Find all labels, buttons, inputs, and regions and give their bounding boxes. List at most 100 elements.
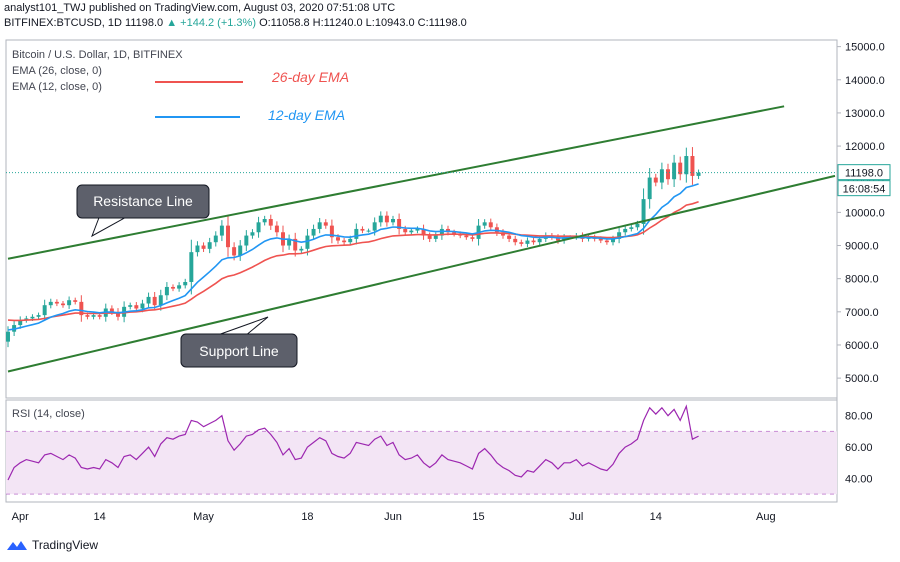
candle-body [116, 311, 120, 317]
candle-body [653, 177, 658, 183]
price-pane [5, 39, 838, 399]
candle-body [623, 228, 628, 233]
candle-body [433, 235, 438, 239]
candle-body [604, 240, 609, 243]
candle-body [629, 227, 634, 229]
price-tick-label: 7000.0 [845, 307, 879, 319]
countdown-badge: 16:08:54 [837, 180, 891, 197]
resistance-callout-text: Resistance Line [93, 193, 193, 209]
candle-body [30, 316, 35, 319]
candle-body [690, 156, 695, 176]
candle-body [397, 219, 402, 229]
footer-brand: TradingView [32, 538, 99, 552]
candle-body [666, 169, 670, 180]
candle-body [6, 331, 10, 342]
time-tick-label: Apr [12, 511, 29, 523]
candle-body [250, 232, 255, 236]
ema12-annotation: 12-day EMA [268, 107, 345, 123]
candle-body [317, 222, 322, 229]
candle-body [470, 237, 475, 239]
candle-body [36, 315, 41, 317]
resistance-trendline[interactable] [7, 105, 785, 260]
legend-ema26: EMA (26, close, 0) [12, 65, 102, 77]
candle-body [684, 156, 689, 175]
time-tick-label: May [193, 511, 214, 523]
legend-rsi: RSI (14, close) [12, 408, 85, 420]
candle-body [171, 286, 175, 289]
support-trendline[interactable] [7, 174, 836, 373]
support-callout-text: Support Line [199, 343, 279, 359]
time-tick-label: 14 [94, 511, 106, 523]
candle-body [403, 228, 408, 233]
candle-body [91, 315, 96, 317]
price-tick-label: 12000.0 [845, 141, 885, 153]
candle-body [659, 169, 664, 183]
candle-body [507, 235, 512, 239]
candle-body [256, 222, 261, 233]
candle-body [384, 215, 389, 223]
candle-body [262, 219, 267, 223]
candle-body [696, 172, 701, 176]
candle-body [611, 238, 615, 243]
time-tick-label: 18 [301, 511, 313, 523]
candle-body [427, 235, 432, 239]
candle-body [305, 235, 310, 249]
price-tick-label: 5000.0 [845, 373, 879, 385]
candle-body [213, 235, 218, 243]
candle-body [336, 237, 340, 241]
candle-body [513, 238, 518, 243]
candle-body [293, 238, 298, 251]
resistance-callout: Resistance Line [76, 184, 210, 238]
candle-body [329, 225, 334, 238]
candle-body [311, 228, 316, 236]
candle-body [73, 300, 78, 302]
tradingview-logo-icon [7, 541, 27, 550]
candle-body [226, 225, 230, 248]
price-tick-label: 9000.0 [845, 241, 879, 253]
rsi-tick-label: 80.00 [845, 411, 873, 423]
price-badge-text: 11198.0 [845, 168, 883, 180]
candle-body [409, 230, 414, 233]
candle-body [274, 225, 279, 233]
candle-body [109, 308, 114, 312]
time-tick-label: 15 [472, 511, 484, 523]
candle-body [24, 318, 29, 321]
candle-body [140, 303, 145, 309]
candle-body [360, 228, 365, 231]
symbol-price: BITFINEX:BTCUSD, 1D 11198.0 [4, 17, 164, 29]
candle-body [556, 237, 560, 241]
candle-body [531, 240, 536, 243]
candle-body [482, 222, 487, 226]
candle-body [348, 238, 353, 243]
candle-body [207, 242, 212, 249]
countdown-badge-text: 16:08:54 [843, 184, 886, 196]
candle-body [219, 225, 224, 236]
price-tick-label: 10000.0 [845, 207, 885, 219]
candle-body [146, 296, 151, 304]
candle-body [287, 238, 292, 246]
candle-body [97, 315, 102, 317]
candle-body [372, 222, 377, 231]
ema12-line [7, 183, 699, 331]
rsi-tick-label: 40.00 [845, 473, 873, 485]
candle-body [164, 286, 169, 296]
publish-info-text: analyst101_TWJ published on TradingView.… [4, 2, 396, 14]
candle-body [439, 228, 444, 236]
candle-body [464, 235, 469, 238]
candle-body [391, 219, 395, 223]
footer: TradingView [6, 538, 98, 552]
candle-body [519, 242, 524, 244]
candle-body [635, 223, 640, 228]
candle-body [54, 301, 59, 304]
candle-body [452, 232, 457, 234]
price-axis: 5000.06000.07000.08000.09000.010000.0110… [837, 42, 885, 385]
candle-body [617, 232, 622, 239]
price-badge: 11198.0 [837, 164, 891, 181]
time-tick-label: Jul [569, 511, 583, 523]
candle-body [177, 285, 182, 289]
candle-body [354, 228, 359, 239]
candle-body [128, 305, 133, 307]
candle-body [232, 247, 237, 256]
candle-body [42, 305, 47, 316]
